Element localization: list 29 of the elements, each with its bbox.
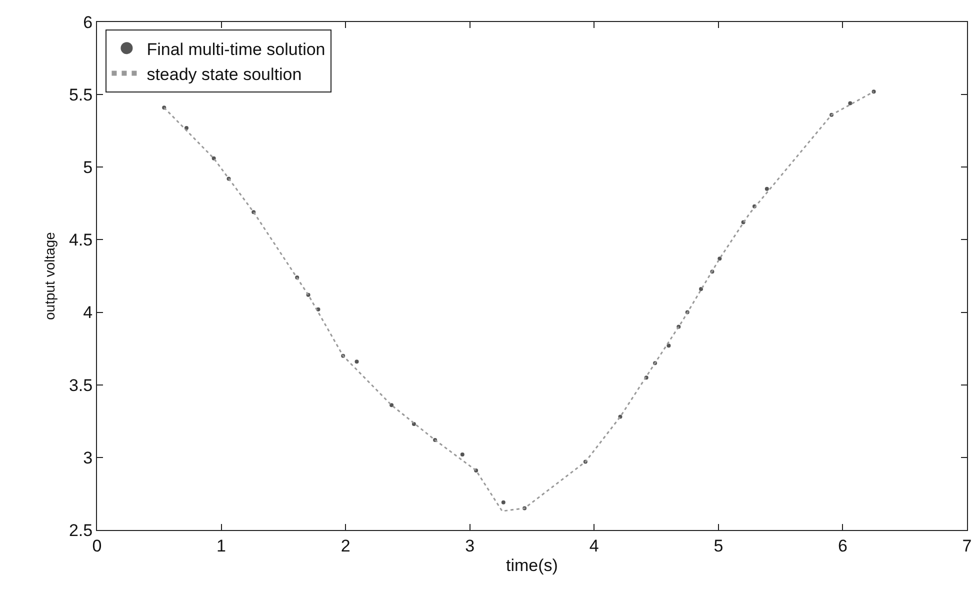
point [460, 452, 464, 457]
y-tick-label: 2.5 [68, 520, 93, 540]
x-tick-label: 2 [340, 536, 350, 556]
point [764, 186, 769, 191]
x-tick-label: 3 [465, 536, 475, 556]
x-tick-label: 6 [838, 536, 848, 556]
x-tick-label: 5 [714, 536, 724, 556]
point [666, 344, 671, 348]
y-tick-label: 6 [83, 12, 93, 32]
legend-label: Final multi-time solution [146, 40, 326, 59]
x-axis-title: time(s) [506, 556, 558, 575]
x-tick-label: 4 [589, 536, 599, 556]
y-tick-label: 3.5 [68, 376, 93, 395]
line-series [163, 90, 875, 512]
point [718, 256, 722, 261]
point [354, 360, 359, 364]
y-axis-title: output voltage [42, 232, 58, 320]
y-tick-label: 5.5 [68, 86, 93, 105]
y-tick-label: 5 [83, 158, 93, 178]
legend-label: steady state soultion [146, 64, 302, 84]
y-tick-label: 4.5 [68, 230, 93, 250]
y-tick-label: 3 [83, 448, 93, 468]
x-tick-label: 1 [216, 536, 226, 556]
x-tick-label: 0 [92, 536, 102, 556]
point [699, 287, 704, 292]
point [501, 500, 506, 504]
y-tick-label: 4 [83, 303, 93, 322]
x-tick-label: 7 [962, 536, 972, 556]
point [848, 101, 852, 106]
